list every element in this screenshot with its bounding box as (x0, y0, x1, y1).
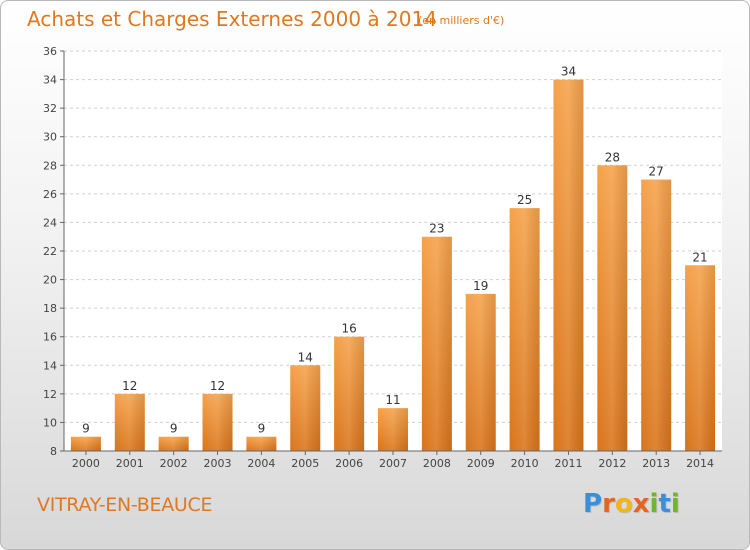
y-tick-label: 26 (43, 188, 57, 201)
bar-value-label: 16 (341, 322, 356, 336)
bar-value-label: 12 (122, 379, 137, 393)
y-tick-label: 22 (43, 245, 57, 258)
logo-letter: i (649, 489, 659, 519)
bar-value-label: 11 (385, 393, 400, 407)
bar-shade (70, 436, 101, 451)
bar-value-label: 12 (210, 379, 225, 393)
x-tick-label: 2014 (686, 457, 714, 470)
bar-shade (465, 293, 496, 451)
bar-value-label: 21 (692, 250, 707, 264)
bar-shade (246, 436, 277, 451)
bar-shade (509, 208, 540, 451)
bar-shade (685, 265, 716, 451)
bar-value-label: 9 (258, 422, 266, 436)
bar-shade (597, 165, 628, 452)
logo-letter: i (670, 489, 680, 519)
x-tick-label: 2004 (247, 457, 275, 470)
y-tick-label: 34 (43, 74, 57, 87)
y-tick-label: 10 (43, 416, 57, 429)
bar-value-label: 19 (473, 279, 488, 293)
x-tick-label: 2012 (598, 457, 626, 470)
x-tick-label: 2011 (554, 457, 582, 470)
y-tick-label: 24 (43, 216, 57, 229)
bar-shade (641, 179, 672, 452)
logo-letter: t (658, 489, 671, 519)
y-tick-label: 32 (43, 102, 57, 115)
bar-shade (421, 236, 452, 451)
bar-shade (114, 393, 145, 451)
x-tick-label: 2002 (160, 457, 188, 470)
bar-shade (290, 365, 321, 451)
bar-value-label: 23 (429, 222, 444, 236)
y-tick-label: 16 (43, 331, 57, 344)
bar-shade (553, 79, 584, 452)
y-tick-label: 8 (50, 445, 57, 458)
x-tick-label: 2001 (116, 457, 144, 470)
chart-title: Achats et Charges Externes 2000 à 2014 (27, 7, 437, 31)
logo-letter: x (632, 489, 650, 519)
y-tick-label: 30 (43, 131, 57, 144)
x-tick-label: 2003 (204, 457, 232, 470)
x-tick-label: 2007 (379, 457, 407, 470)
x-tick-label: 2000 (72, 457, 100, 470)
y-tick-label: 36 (43, 45, 57, 58)
location-label: VITRAY-EN-BEAUCE (37, 494, 213, 516)
bar-value-label: 34 (561, 65, 576, 79)
bar-shade (202, 393, 233, 451)
x-tick-label: 2010 (511, 457, 539, 470)
bar-shade (378, 408, 408, 451)
y-tick-label: 20 (43, 274, 57, 287)
logo-letter: o (614, 489, 633, 519)
bar-value-label: 9 (170, 422, 178, 436)
x-tick-label: 2005 (291, 457, 319, 470)
y-tick-label: 12 (43, 388, 57, 401)
bar-value-label: 28 (605, 150, 620, 164)
bar-shade (334, 336, 365, 451)
bar-value-label: 25 (517, 193, 532, 207)
bar-value-label: 9 (82, 422, 90, 436)
y-tick-label: 28 (43, 159, 57, 172)
x-tick-label: 2008 (423, 457, 451, 470)
y-tick-label: 18 (43, 302, 57, 315)
proxiti-logo: Proxiti (583, 489, 680, 519)
x-tick-label: 2013 (642, 457, 670, 470)
x-tick-label: 2009 (467, 457, 495, 470)
chart-subtitle: (en milliers d'€) (418, 14, 505, 27)
bar-value-label: 14 (298, 350, 313, 364)
logo-letter: r (602, 489, 615, 519)
y-tick-label: 14 (43, 359, 57, 372)
bar-value-label: 27 (649, 165, 664, 179)
x-tick-label: 2006 (335, 457, 363, 470)
logo-letter: P (583, 489, 603, 519)
bar-shade (158, 436, 189, 451)
